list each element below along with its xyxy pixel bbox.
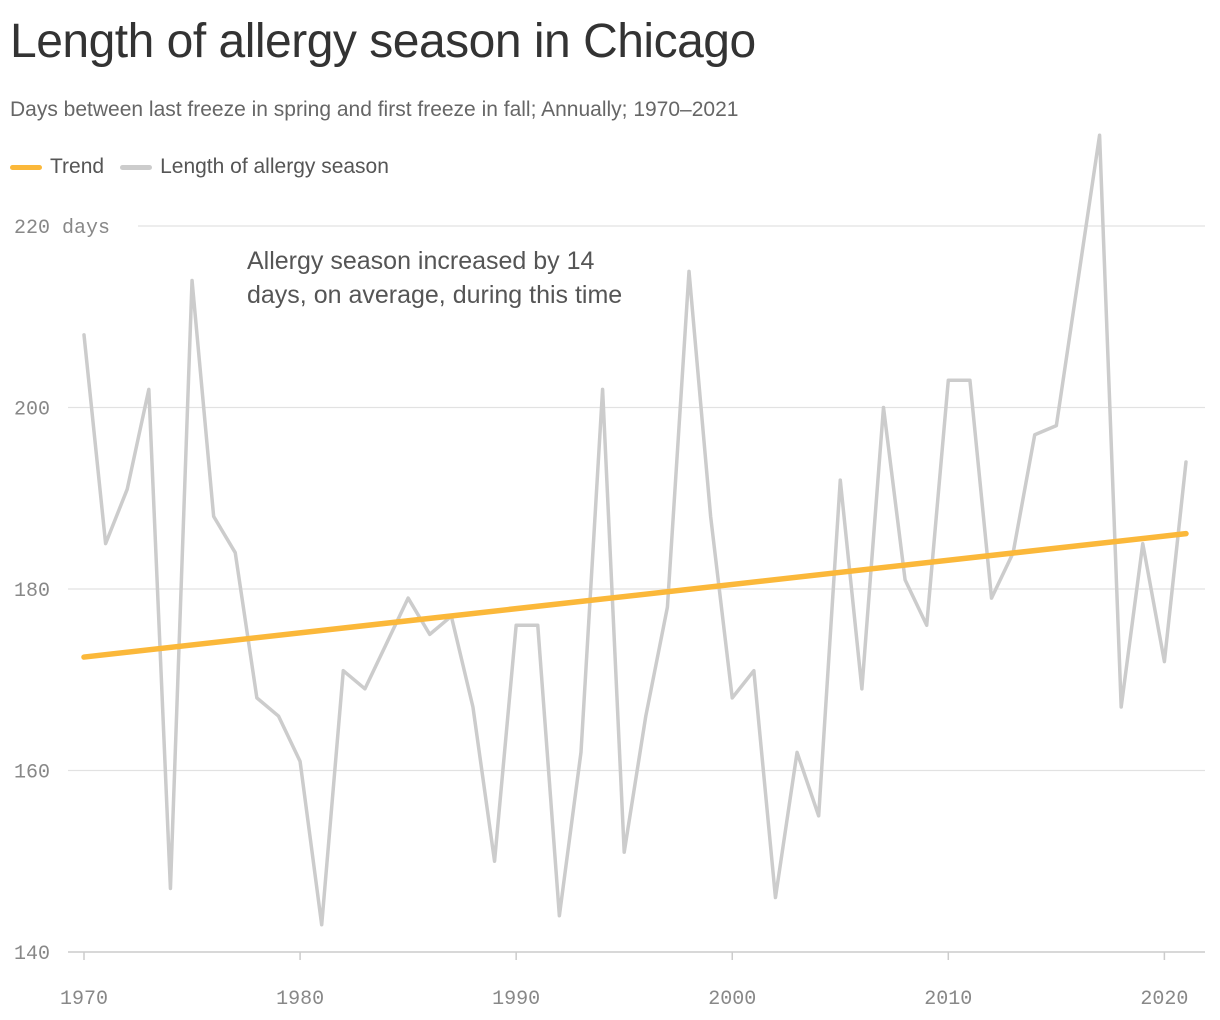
y-tick-label-180: 180 <box>14 580 50 603</box>
x-tick-label-2010: 2010 <box>924 988 972 1011</box>
x-tick-label-1990: 1990 <box>492 988 540 1011</box>
chart-title: Length of allergy season in Chicago <box>10 15 756 68</box>
x-tick-label-2020: 2020 <box>1140 988 1188 1011</box>
x-axis-ticks: 1970 1980 1990 2000 2010 2020 <box>60 952 1188 1011</box>
legend-item-trend: Trend <box>10 155 104 179</box>
legend: Trend Length of allergy season <box>10 155 405 179</box>
x-tick-label-1980: 1980 <box>276 988 324 1011</box>
legend-label-season: Length of allergy season <box>160 155 389 178</box>
chart-subtitle: Days between last freeze in spring and f… <box>10 98 739 121</box>
grid-lines <box>68 225 1205 953</box>
series-line-trend <box>81 530 1189 660</box>
series-line-allergy-season <box>82 133 1188 927</box>
x-tick-label-2000: 2000 <box>708 988 756 1011</box>
series-lines <box>81 133 1189 927</box>
x-tick-label-1970: 1970 <box>60 988 108 1011</box>
y-axis-tick-labels: 140 160 180 200 220 days <box>14 217 110 966</box>
legend-swatch-season <box>120 164 153 170</box>
y-tick-label-220: 220 days <box>14 217 110 240</box>
chart-annotation: Allergy season increased by 14 days, on … <box>247 247 623 309</box>
y-tick-label-200: 200 <box>14 399 50 422</box>
legend-swatch-trend <box>10 164 42 170</box>
legend-item-season: Length of allergy season <box>120 155 389 179</box>
legend-label-trend: Trend <box>50 155 105 178</box>
y-tick-label-140: 140 <box>14 943 50 966</box>
y-tick-label-160: 160 <box>14 762 50 785</box>
